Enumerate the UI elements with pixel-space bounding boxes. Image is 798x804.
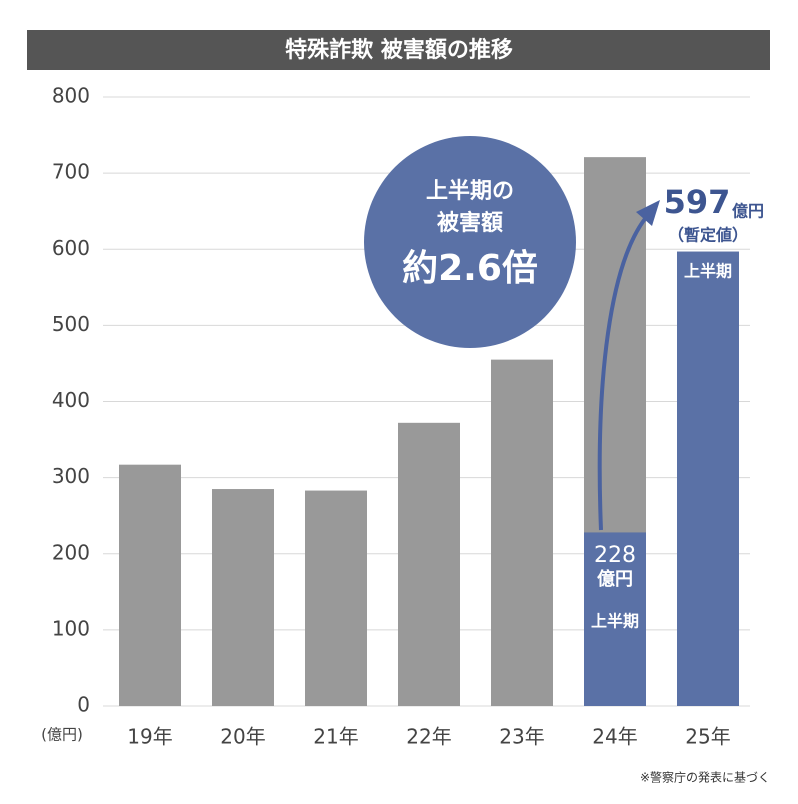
annotation: 上半期の <box>426 179 514 204</box>
y-tick-label: 200 <box>52 540 90 564</box>
data-label-unit: 億円 <box>597 568 633 590</box>
x-tick-label: 24年 <box>592 725 637 749</box>
y-tick-label: 800 <box>52 84 90 108</box>
data-label: 597 <box>664 183 731 221</box>
y-tick-label: 700 <box>52 160 90 184</box>
series-label: 上半期 <box>684 262 732 281</box>
y-tick-label: 0 <box>77 693 90 717</box>
bar <box>491 359 553 706</box>
data-label: 228 <box>594 543 636 568</box>
bar <box>212 489 274 706</box>
x-tick-label: 23年 <box>499 725 544 749</box>
y-tick-label: 100 <box>52 616 90 640</box>
annotation: （暫定値） <box>668 226 748 245</box>
data-label-unit: 億円 <box>732 202 764 221</box>
arrow <box>597 213 650 531</box>
y-tick-label: 600 <box>52 236 90 260</box>
footnote: ※警察庁の発表に基づく <box>640 770 770 785</box>
annotation: 被害額 <box>437 210 503 236</box>
y-tick-label: 500 <box>52 312 90 336</box>
series-label: 上半期 <box>591 612 639 631</box>
bar <box>677 251 739 706</box>
title-bar <box>27 30 770 70</box>
arrow-head <box>636 200 660 226</box>
y-tick-label: 400 <box>52 388 90 412</box>
annotation-circle <box>364 136 576 348</box>
x-tick-label: 21年 <box>313 725 358 749</box>
bar <box>584 532 646 706</box>
x-tick-label: 25年 <box>685 725 730 749</box>
bar <box>119 464 181 706</box>
y-axis-label: (億円) <box>41 726 83 744</box>
x-tick-label: 22年 <box>406 725 451 749</box>
y-tick-label: 300 <box>52 464 90 488</box>
x-tick-label: 19年 <box>127 725 172 749</box>
x-tick-label: 20年 <box>220 725 265 749</box>
chart-title: 特殊詐欺 被害額の推移 <box>285 37 513 63</box>
annotation: 約2.6倍 <box>402 248 538 289</box>
bar <box>398 422 460 706</box>
bar <box>305 490 367 706</box>
